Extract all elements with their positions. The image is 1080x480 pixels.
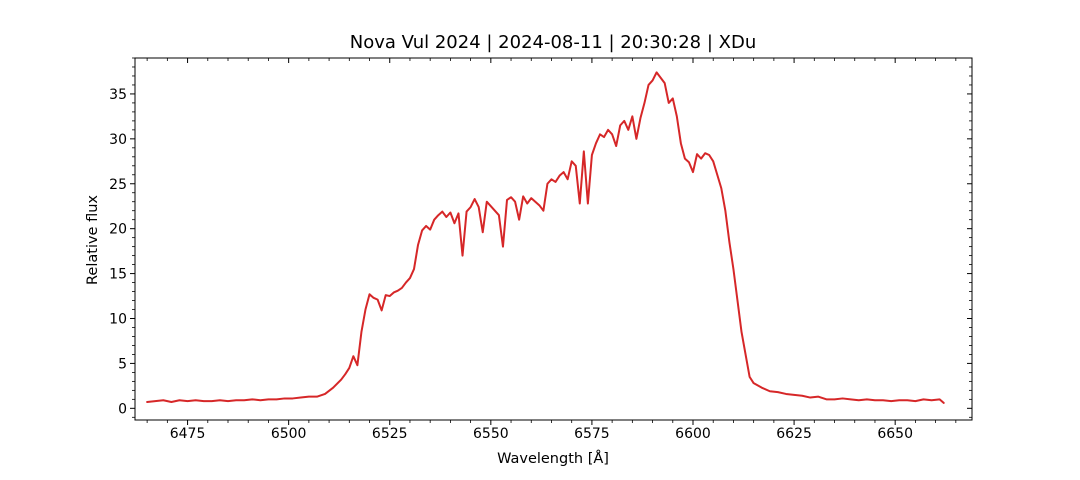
y-tick-label: 0: [118, 401, 127, 417]
x-tick-label: 6525: [372, 426, 408, 442]
x-tick-label: 6650: [877, 426, 913, 442]
major-ticks: [130, 58, 972, 425]
x-tick-label: 6550: [473, 426, 509, 442]
y-tick-label: 25: [109, 177, 127, 193]
x-tick-label: 6575: [574, 426, 610, 442]
y-tick-label: 30: [109, 132, 127, 148]
x-tick-label: 6500: [271, 426, 307, 442]
y-tick-label: 15: [109, 267, 127, 283]
spectrum-line-series: [146, 71, 945, 404]
x-tick-label: 6625: [776, 426, 812, 442]
x-axis-label: Wavelength [Å]: [497, 450, 609, 467]
series-layer: [146, 71, 945, 404]
x-tick-label: 6475: [170, 426, 206, 442]
y-tick-label: 20: [109, 222, 127, 238]
x-tick-label: 6600: [675, 426, 711, 442]
tick-labels: 6475 6500 6525 6550 6575 6600 6625 6650 0 5 10 15 20…: [109, 87, 913, 442]
y-tick-label: 5: [118, 356, 127, 372]
plot-frame: [134, 57, 973, 421]
y-tick-label: 10: [109, 311, 127, 327]
y-tick-label: 35: [109, 87, 127, 103]
minor-ticks: [132, 57, 972, 423]
chart-title: Nova Vul 2024 | 2024-08-11 | 20:30:28 | …: [350, 32, 757, 53]
y-axis-label: Relative flux: [85, 195, 101, 285]
